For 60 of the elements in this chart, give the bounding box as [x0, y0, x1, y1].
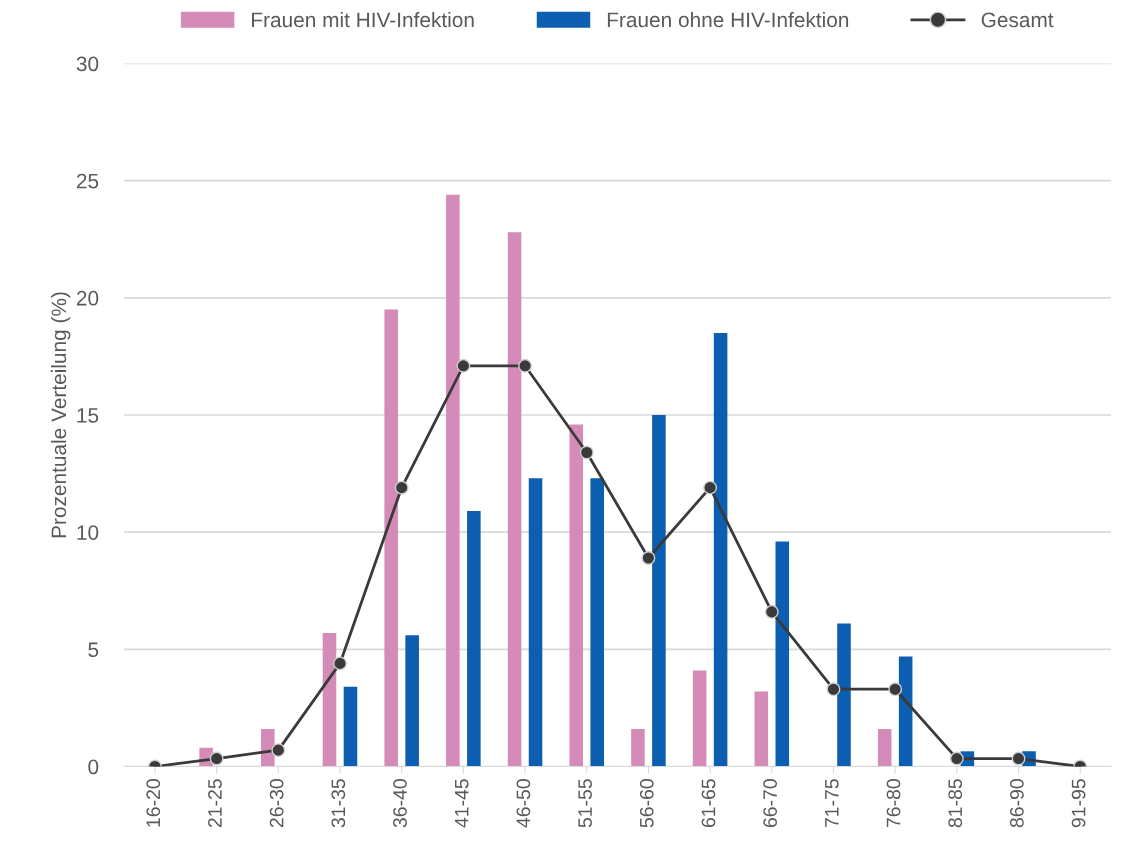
x-tick-label: 66-70 — [763, 779, 778, 828]
y-tick-label: 20 — [76, 290, 99, 306]
point — [949, 751, 964, 766]
point — [456, 358, 471, 373]
y-tick-label: 25 — [76, 173, 99, 189]
x-tick-label: 26-30 — [269, 779, 284, 828]
point — [271, 743, 286, 758]
bar — [837, 623, 851, 767]
bar — [569, 424, 584, 767]
x-tick-label: 76-80 — [886, 779, 901, 828]
y-tick-label: 10 — [77, 525, 99, 540]
bar — [507, 232, 522, 767]
legend-label: Frauen mit HIV-Infektion — [252, 11, 474, 28]
x-tick-label: 16-20 — [146, 779, 161, 827]
y-tick-label: 5 — [88, 642, 99, 658]
bar — [754, 691, 769, 767]
x-tick-label: 86-90 — [1010, 779, 1024, 828]
bar — [467, 511, 481, 767]
bar — [384, 309, 398, 767]
x-tick-label: 41-45 — [455, 779, 469, 828]
point — [518, 358, 532, 373]
point — [394, 480, 409, 495]
point — [209, 751, 224, 766]
point — [764, 604, 779, 619]
x-tick-label: 91-95 — [1071, 779, 1086, 828]
x-tick-label: 81-85 — [948, 779, 963, 828]
point — [703, 480, 718, 495]
bar — [652, 415, 666, 767]
x-tick-label: 61-65 — [701, 779, 716, 828]
y-tick-label: 0 — [88, 759, 99, 775]
y-tick-label: 15 — [77, 408, 99, 423]
x-tick-label: 31-35 — [331, 779, 346, 828]
legend-label: Frauen ohne HIV-Infektion — [607, 11, 849, 28]
bar — [446, 194, 460, 767]
point — [1011, 751, 1026, 766]
point — [641, 551, 656, 565]
x-tick-label: 46-50 — [516, 779, 531, 828]
bar — [877, 729, 892, 767]
bar — [343, 686, 358, 767]
bar — [898, 656, 913, 767]
bar — [692, 670, 707, 767]
point — [333, 656, 347, 671]
x-tick-label: 56-60 — [639, 779, 654, 828]
point — [579, 445, 594, 460]
bar — [713, 333, 728, 767]
bar — [590, 478, 605, 767]
bar — [528, 478, 543, 767]
y-axis-title: Prozentuale Verteilung (%) — [50, 292, 71, 538]
legend-label: Gesamt — [981, 12, 1054, 28]
x-tick-label: 21-25 — [208, 779, 222, 828]
y-tick-label: 30 — [76, 56, 99, 72]
bar — [405, 635, 419, 767]
x-tick-label: 71-75 — [825, 779, 839, 828]
bar — [322, 632, 337, 767]
x-tick-label: 51-55 — [578, 779, 592, 828]
x-tick-label: 36-40 — [393, 779, 407, 828]
bar — [631, 729, 645, 767]
bar — [775, 541, 790, 767]
point — [826, 682, 841, 697]
point — [888, 682, 903, 697]
